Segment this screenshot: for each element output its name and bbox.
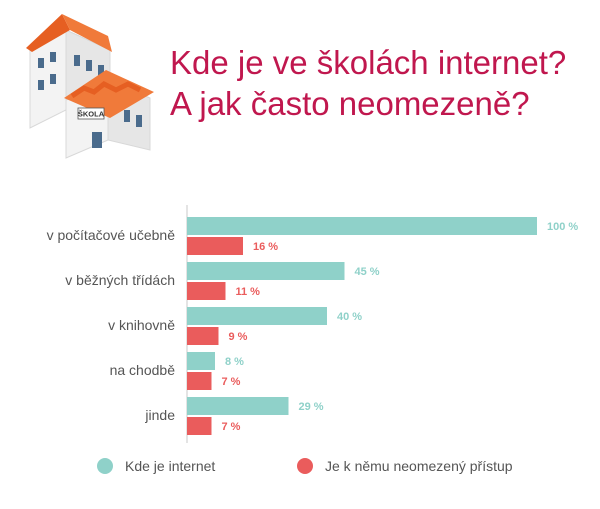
data-label-unlimited: 11 % bbox=[236, 286, 261, 298]
window bbox=[86, 60, 92, 71]
window bbox=[136, 115, 142, 127]
school-sign bbox=[77, 107, 105, 120]
tower-roof-left bbox=[26, 14, 70, 52]
door bbox=[92, 132, 102, 148]
data-label-unlimited: 16 % bbox=[253, 241, 278, 253]
bar-unlimited bbox=[187, 417, 212, 435]
school-building-illustration: ŠKOLA bbox=[26, 14, 154, 159]
data-label-internet: 100 % bbox=[547, 221, 578, 233]
bar-chart: v počítačové učebně 100 % 16 % v běžných tř… bbox=[47, 205, 578, 443]
bar-unlimited bbox=[187, 327, 219, 345]
bar-internet bbox=[187, 307, 327, 325]
window bbox=[98, 65, 104, 76]
title-line-2: A jak často neomezeně? bbox=[170, 85, 530, 122]
window bbox=[50, 52, 56, 62]
bar-internet bbox=[187, 262, 345, 280]
bar-unlimited bbox=[187, 372, 212, 390]
category-label: jinde bbox=[144, 407, 175, 423]
category-label: v knihovně bbox=[108, 317, 175, 333]
data-label-unlimited: 9 % bbox=[229, 331, 248, 343]
data-label-unlimited: 7 % bbox=[222, 421, 241, 433]
bar-unlimited bbox=[187, 282, 226, 300]
window bbox=[38, 58, 44, 68]
legend-item-internet: Kde je internet bbox=[97, 458, 215, 474]
legend: Kde je internet Je k němu neomezený přís… bbox=[0, 458, 600, 488]
bar-internet bbox=[187, 397, 289, 415]
data-label-internet: 45 % bbox=[355, 266, 380, 278]
data-label-internet: 8 % bbox=[225, 356, 244, 368]
category-label: na chodbě bbox=[110, 362, 176, 378]
category-label: v počítačové učebně bbox=[47, 227, 176, 243]
window bbox=[74, 55, 80, 66]
legend-item-unlimited: Je k němu neomezený přístup bbox=[297, 458, 513, 474]
category-label: v běžných třídách bbox=[65, 272, 175, 288]
school-sign-text: ŠKOLA bbox=[78, 110, 105, 119]
title-line-1: Kde je ve školách internet? bbox=[170, 44, 567, 81]
legend-swatch-internet bbox=[97, 458, 113, 474]
bar-internet bbox=[187, 352, 215, 370]
wing-roof bbox=[64, 70, 154, 118]
window bbox=[50, 74, 56, 84]
page-title: Kde je ve školách internet? A jak často … bbox=[170, 42, 598, 124]
bar-unlimited bbox=[187, 237, 243, 255]
tower-roof-right bbox=[62, 14, 112, 52]
bar-internet bbox=[187, 217, 537, 235]
legend-label-internet: Kde je internet bbox=[125, 458, 216, 474]
data-label-internet: 29 % bbox=[299, 401, 324, 413]
legend-label-unlimited: Je k němu neomezený přístup bbox=[325, 458, 513, 474]
wing-roof-steps bbox=[70, 81, 142, 99]
window bbox=[124, 110, 130, 122]
legend-swatch-unlimited bbox=[297, 458, 313, 474]
data-label-internet: 40 % bbox=[337, 311, 362, 323]
data-label-unlimited: 7 % bbox=[222, 376, 241, 388]
window bbox=[38, 80, 44, 90]
